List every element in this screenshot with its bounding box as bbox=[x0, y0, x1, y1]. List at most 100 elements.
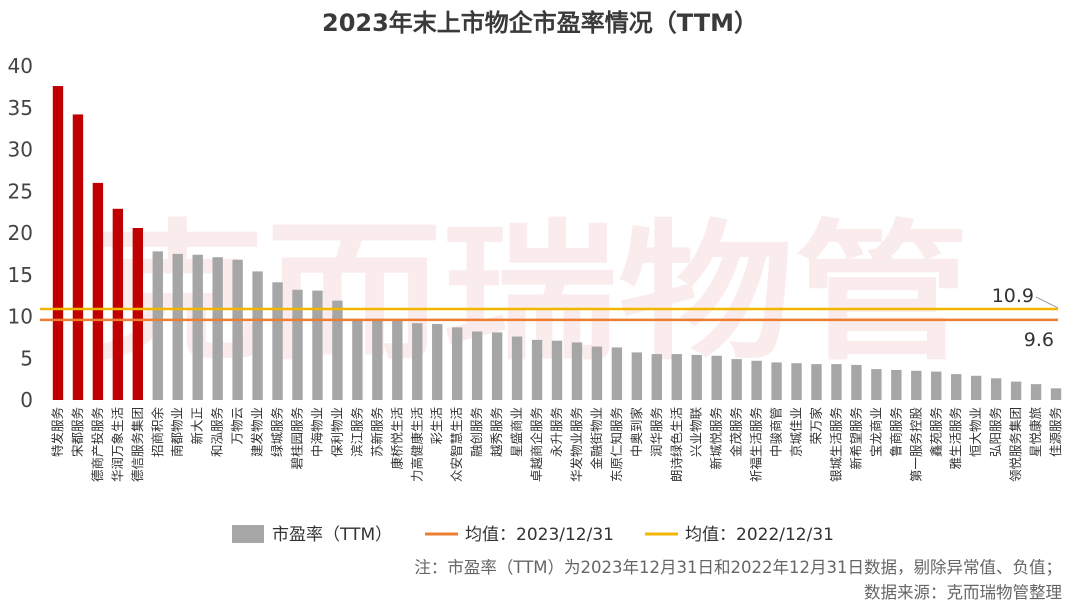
y-tick-label: 10 bbox=[8, 305, 33, 329]
x-tick-label: 彩生活 bbox=[429, 407, 444, 445]
bar bbox=[931, 371, 942, 400]
bar bbox=[511, 336, 523, 400]
x-tick-label: 京城佳业 bbox=[789, 407, 804, 457]
x-tick-label: 力高健康生活 bbox=[409, 407, 424, 482]
x-tick-label: 祈福生活服务 bbox=[749, 407, 764, 482]
bar bbox=[292, 289, 303, 400]
bar bbox=[871, 369, 882, 400]
x-tick-label: 招商积余 bbox=[150, 407, 165, 458]
bar bbox=[531, 339, 543, 400]
x-tick-label: 鲁商服务 bbox=[888, 407, 903, 457]
x-tick-label: 东原仁知服务 bbox=[609, 407, 624, 482]
bar bbox=[392, 320, 403, 400]
x-tick-label: 弘阳服务 bbox=[988, 407, 1003, 457]
x-tick-label: 中骏商管 bbox=[769, 407, 784, 457]
bar bbox=[471, 331, 483, 400]
bar bbox=[891, 369, 902, 400]
legend-label-avg-2023: 均值：2023/12/31 bbox=[465, 525, 614, 545]
bar bbox=[72, 114, 84, 401]
legend: 市盈率（TTM） 均值：2023/12/31 均值：2022/12/31 bbox=[232, 525, 834, 545]
x-tick-label: 领悦服务集团 bbox=[1008, 407, 1023, 482]
bar bbox=[172, 253, 183, 400]
bar bbox=[711, 355, 722, 400]
bar bbox=[551, 340, 563, 400]
bar bbox=[1010, 381, 1022, 400]
bar bbox=[970, 375, 982, 400]
x-tick-label: 绿城服务 bbox=[270, 407, 285, 457]
x-tick-label: 万物云 bbox=[230, 407, 245, 445]
bar bbox=[691, 354, 702, 400]
bar bbox=[751, 360, 762, 400]
x-tick-label: 卓越商企服务 bbox=[529, 407, 544, 482]
x-tick-label: 华润万象生活 bbox=[110, 407, 125, 482]
bar bbox=[791, 363, 802, 400]
y-tick-label: 5 bbox=[20, 346, 33, 370]
bar bbox=[611, 347, 623, 400]
x-tick-label: 苏新服务 bbox=[369, 407, 384, 457]
y-axis: 0 5 10 15 20 25 30 35 40 bbox=[8, 54, 33, 412]
x-tick-label: 佳源服务 bbox=[1048, 407, 1063, 457]
bar bbox=[591, 346, 603, 400]
y-tick-label: 40 bbox=[8, 54, 33, 78]
y-tick-label: 20 bbox=[8, 221, 33, 245]
legend-swatch-bar bbox=[232, 525, 264, 543]
x-tick-label: 第一服务控股 bbox=[908, 407, 923, 483]
bar bbox=[731, 359, 742, 400]
bar bbox=[651, 354, 662, 400]
bar bbox=[152, 251, 163, 400]
bar bbox=[212, 257, 223, 400]
bar bbox=[1050, 388, 1062, 400]
x-tick-label: 众安智慧生活 bbox=[449, 407, 464, 482]
bar bbox=[52, 86, 64, 400]
x-tick-label: 新大正 bbox=[190, 407, 205, 445]
x-tick-label: 荣万家 bbox=[808, 407, 823, 445]
bar bbox=[272, 282, 283, 400]
note-line-2: 数据来源：克而瑞物管整理 bbox=[864, 583, 1062, 602]
avg-label-2022-leader bbox=[1035, 296, 1059, 309]
x-tick-label: 南都物业 bbox=[170, 407, 185, 457]
bar bbox=[412, 323, 423, 400]
bar bbox=[352, 319, 363, 400]
x-tick-label: 星盛商业 bbox=[509, 407, 524, 457]
x-tick-label: 永升服务 bbox=[549, 407, 564, 457]
x-tick-label: 新城悦服务 bbox=[709, 407, 724, 470]
bar bbox=[1030, 384, 1042, 400]
bar bbox=[771, 362, 782, 400]
x-tick-label: 德信服务集团 bbox=[130, 407, 145, 482]
bar bbox=[452, 327, 463, 400]
y-tick-label: 0 bbox=[20, 388, 33, 412]
x-tick-label: 金融街物业 bbox=[589, 407, 604, 470]
bar-series bbox=[52, 86, 1062, 401]
x-tick-label: 银城生活服务 bbox=[828, 407, 843, 482]
bar bbox=[851, 364, 862, 400]
x-tick-label: 朗诗绿色生活 bbox=[669, 407, 684, 482]
x-tick-label: 鑫苑服务 bbox=[928, 407, 943, 457]
x-tick-label: 中海物业 bbox=[309, 407, 324, 457]
x-tick-label: 宋都服务 bbox=[70, 407, 85, 457]
bar bbox=[990, 378, 1002, 400]
y-tick-label: 30 bbox=[8, 138, 33, 162]
y-tick-label: 35 bbox=[8, 96, 33, 120]
x-tick-label: 宝龙商业 bbox=[868, 407, 883, 457]
bar bbox=[92, 182, 104, 400]
bar bbox=[332, 300, 343, 400]
x-tick-label: 融创服务 bbox=[469, 407, 484, 457]
bar bbox=[372, 319, 383, 400]
x-tick-label: 新希望服务 bbox=[848, 407, 863, 470]
bar bbox=[811, 364, 822, 400]
avg-label-2023: 9.6 bbox=[1024, 329, 1054, 351]
y-tick-label: 15 bbox=[8, 263, 33, 287]
x-tick-label: 金茂服务 bbox=[729, 407, 744, 457]
x-tick-label: 华发物业服务 bbox=[569, 407, 584, 482]
bar bbox=[571, 342, 583, 400]
bar bbox=[831, 364, 842, 400]
y-tick-label: 25 bbox=[8, 179, 33, 203]
bar bbox=[951, 374, 962, 400]
x-tick-label: 越秀服务 bbox=[489, 407, 504, 457]
x-tick-label: 滨江服务 bbox=[349, 407, 364, 457]
bar bbox=[432, 324, 443, 400]
avg-label-2022: 10.9 bbox=[992, 285, 1034, 307]
bar bbox=[312, 290, 323, 400]
bar bbox=[232, 259, 243, 400]
